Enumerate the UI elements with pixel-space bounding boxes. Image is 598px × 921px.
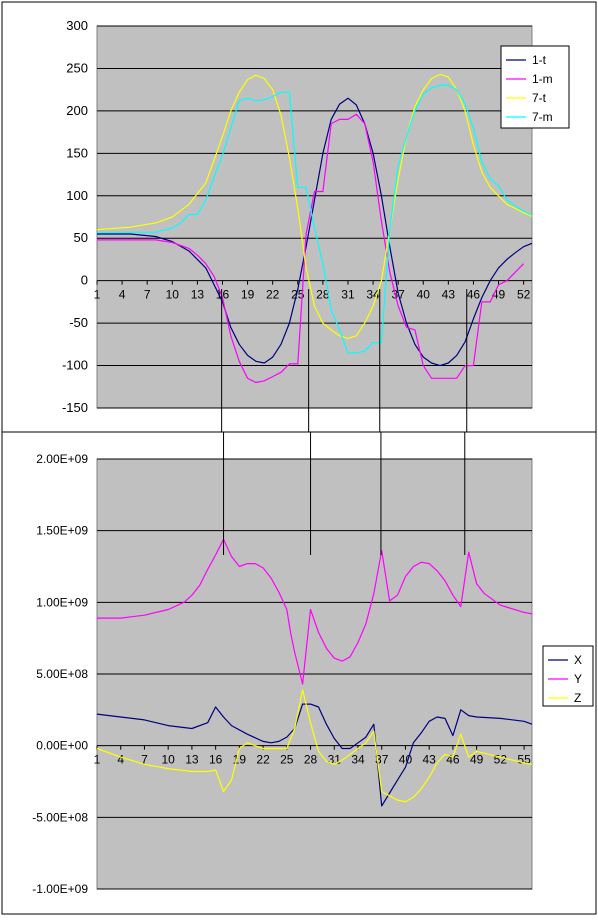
bottom-legend-label: X xyxy=(574,653,582,667)
top-x-tick-label: 7 xyxy=(144,288,151,302)
top-y-tick-label: 100 xyxy=(66,188,88,203)
bottom-x-tick-label: 13 xyxy=(185,753,199,767)
top-y-tick-label: 150 xyxy=(66,145,88,160)
bottom-x-tick-label: 4 xyxy=(117,753,124,767)
top-chart: -150 -100 -50 0 50 100 150 200 250 300 1 4 7 10 13 16 19… xyxy=(62,18,570,415)
top-y-tick-label: 250 xyxy=(66,60,88,75)
top-y-tick-label: 200 xyxy=(66,103,88,118)
bottom-x-tick-label: 55 xyxy=(517,753,531,767)
bottom-series-x-line xyxy=(96,703,533,807)
top-legend-label: 1-m xyxy=(532,72,553,86)
top-legend-label: 7-t xyxy=(532,91,547,105)
bottom-y-tick-label: 1.50E+09 xyxy=(36,524,88,538)
bottom-series-y-line xyxy=(97,538,533,685)
top-series-7-m-line xyxy=(97,84,533,354)
bottom-y-tick-label: 2.00E+09 xyxy=(36,452,88,466)
bottom-y-tick-label: 1.00E+09 xyxy=(36,595,88,609)
top-legend-label: 7-m xyxy=(532,110,553,124)
bottom-x-tick-label: 19 xyxy=(233,753,247,767)
top-y-tick-label: -150 xyxy=(62,400,88,415)
top-x-tick-label: 52 xyxy=(517,288,531,302)
bottom-y-tick-label: 5.00E+08 xyxy=(36,667,88,681)
top-x-tick-label: 43 xyxy=(442,288,456,302)
top-x-tick-label: 28 xyxy=(316,288,330,302)
top-y-tick-label: -50 xyxy=(69,315,88,330)
top-series-1-t-line xyxy=(97,97,533,367)
top-x-tick-label: 46 xyxy=(467,288,481,302)
top-y-tick-label: 50 xyxy=(74,230,88,245)
top-x-tick-label: 19 xyxy=(241,288,255,302)
connector-lines xyxy=(221,289,468,555)
bottom-x-tick-label: 16 xyxy=(209,753,223,767)
top-x-tick-label: 10 xyxy=(166,288,180,302)
top-x-tick-label: 34 xyxy=(366,288,380,302)
bottom-chart: -1.00E+09 -5.00E+08 0.00E+00 5.00E+08 1.00E+… xyxy=(32,452,594,896)
bottom-y-tick-label: 0.00E+00 xyxy=(36,739,88,753)
bottom-x-tick-label: 52 xyxy=(494,753,508,767)
top-x-tick-label: 13 xyxy=(191,288,205,302)
top-x-tick-label: 4 xyxy=(119,288,126,302)
bottom-y-tick-label: -5.00E+08 xyxy=(32,810,88,824)
bottom-legend-label: Y xyxy=(574,672,582,686)
top-series-1-m-line xyxy=(97,113,525,384)
top-x-tick-label: 25 xyxy=(291,288,305,302)
bottom-x-tick-label: 46 xyxy=(446,753,460,767)
top-x-tick-label: 22 xyxy=(266,288,280,302)
bottom-x-tick-label: 43 xyxy=(423,753,437,767)
top-y-tick-label: 0 xyxy=(81,273,88,288)
bottom-x-tick-label: 10 xyxy=(162,753,176,767)
top-x-tick-label: 31 xyxy=(341,288,355,302)
bottom-x-tick-label: 49 xyxy=(470,753,484,767)
bottom-x-tick-label: 7 xyxy=(141,753,148,767)
top-series-7-t-line xyxy=(96,73,533,339)
bottom-x-tick-label: 1 xyxy=(94,753,101,767)
top-y-tick-label: 300 xyxy=(66,18,88,33)
bottom-x-tick-label: 25 xyxy=(280,753,294,767)
top-legend-label: 1-t xyxy=(532,53,547,67)
bottom-series-z-line xyxy=(96,689,533,803)
bottom-x-tick-label: 34 xyxy=(351,753,365,767)
bottom-legend-label: Z xyxy=(574,691,581,705)
top-x-tick-label: 1 xyxy=(94,288,101,302)
bottom-x-tick-label: 22 xyxy=(256,753,270,767)
top-y-tick-label: -100 xyxy=(62,358,88,373)
top-x-tick-label: 40 xyxy=(417,288,431,302)
bottom-legend xyxy=(542,645,594,707)
top-x-tick-label: 16 xyxy=(216,288,230,302)
bottom-y-tick-label: -1.00E+09 xyxy=(32,882,88,896)
bottom-x-tick-label: 28 xyxy=(304,753,318,767)
bottom-x-tick-label: 40 xyxy=(399,753,413,767)
